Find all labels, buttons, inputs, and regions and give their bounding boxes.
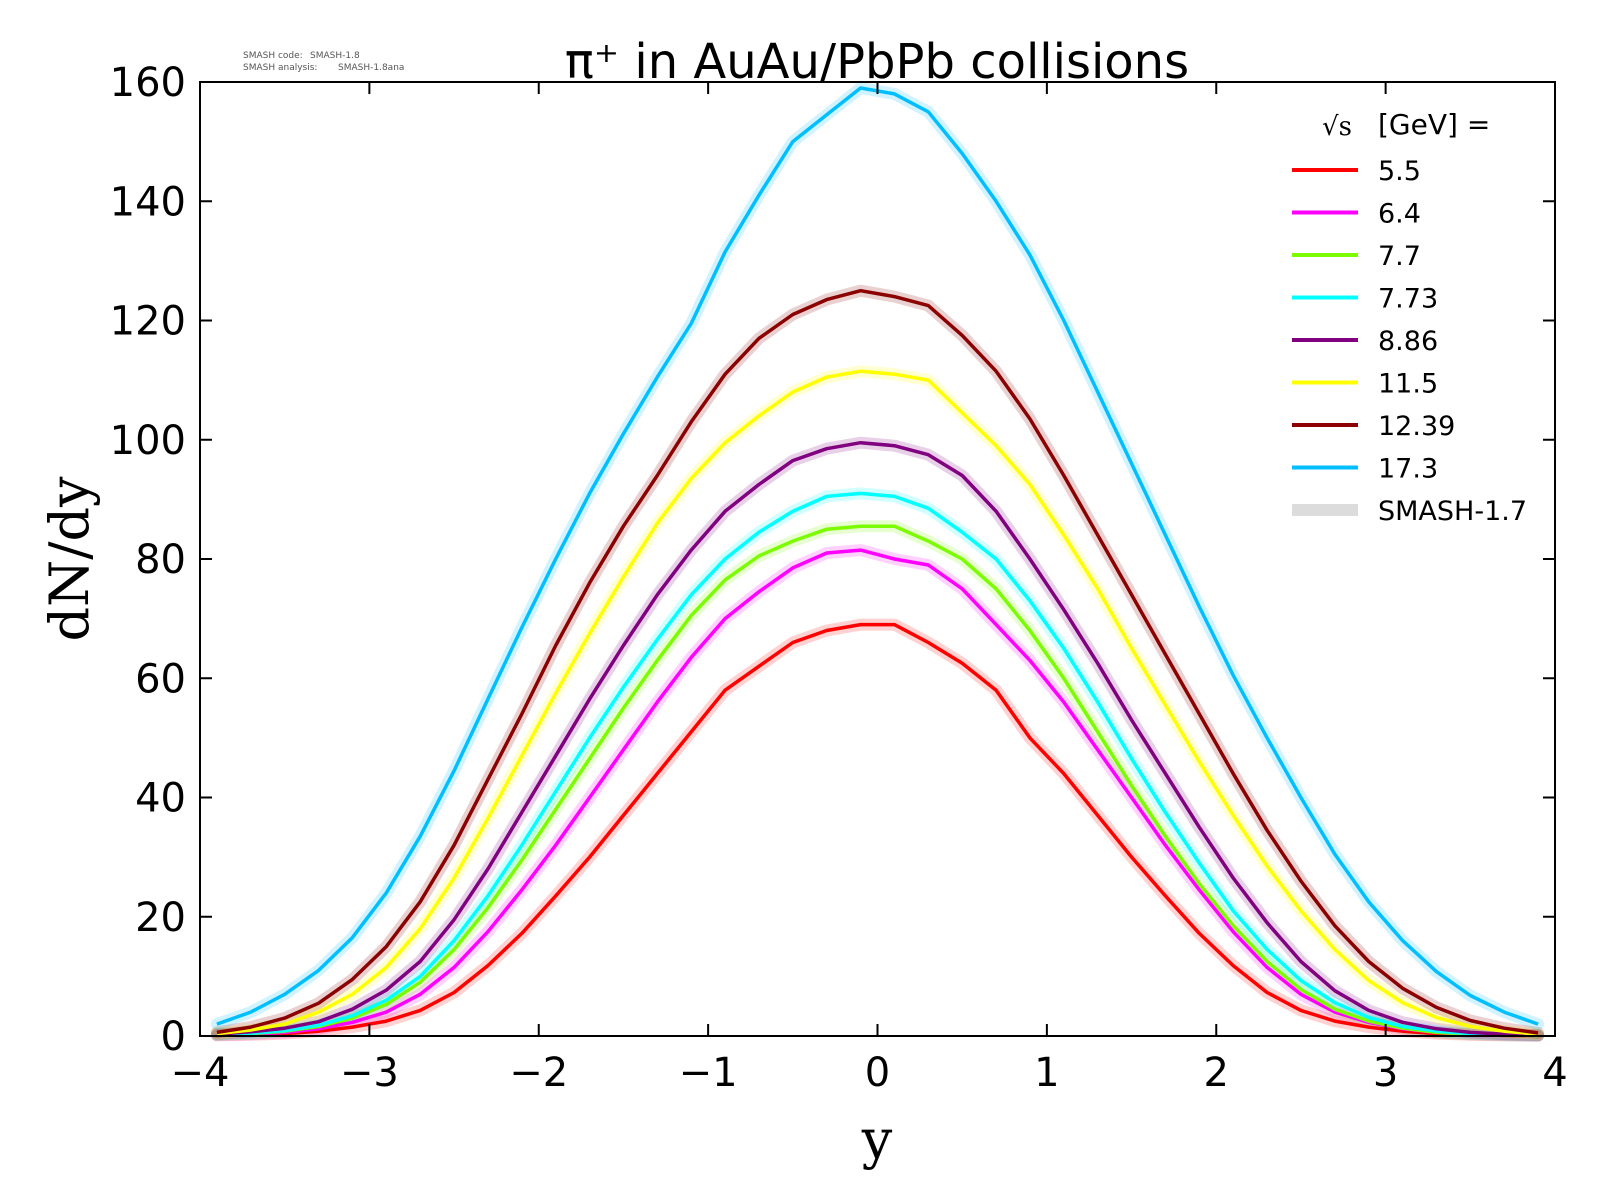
version-line2-value: SMASH-1.8ana [338,63,404,73]
x-tick-label: 1 [1034,1050,1059,1096]
x-tick-label: 2 [1204,1050,1229,1096]
y-tick-label: 80 [135,537,186,583]
y-tick-label: 140 [110,179,186,225]
series-line-5-5 [216,622,1539,1038]
x-tick-label: 0 [865,1050,890,1096]
legend-label-7-7: 7.7 [1378,241,1421,272]
y-axis-ticks: 0 20 40 60 80 100 120 140 160 [110,60,1555,1060]
legend-label-5-5: 5.5 [1378,156,1421,187]
series-line-11-5 [216,369,1539,1036]
series-line-12-39 [216,288,1539,1035]
x-tick-label: 3 [1373,1050,1398,1096]
y-axis-label: dN/dy [38,476,101,642]
reference-band-12-39 [210,284,1545,1039]
legend: √s [GeV] = 5.5 6.4 7.7 7.73 8.86 11.5 12.39 17.… [1292,108,1527,527]
y-tick-label: 60 [135,656,186,702]
version-line1-value: SMASH-1.8 [310,51,360,61]
y-tick-label: 20 [135,895,186,941]
version-line1-label: SMASH code: [243,51,303,61]
legend-label-12-39: 12.39 [1378,411,1455,442]
x-axis-ticks: −4 −3 −2 −1 0 1 2 3 4 [171,82,1568,1096]
series-lines [216,86,1539,1038]
legend-title-unit: [GeV] = [1378,108,1490,141]
x-tick-label: −3 [340,1050,399,1096]
x-tick-label: −2 [509,1050,568,1096]
y-tick-label: 0 [161,1014,186,1060]
legend-label-8-86: 8.86 [1378,326,1438,357]
legend-label-6-4: 6.4 [1378,199,1421,230]
y-tick-label: 160 [110,60,186,106]
legend-items: 5.5 6.4 7.7 7.73 8.86 11.5 12.39 17.3 SMASH-1.7 [1292,156,1527,527]
legend-label-reference: SMASH-1.7 [1378,496,1527,527]
x-axis-label: y [861,1108,893,1171]
y-tick-label: 120 [110,299,186,345]
chart-title: π⁺ in AuAu/PbPb collisions [565,34,1189,90]
x-tick-label: 4 [1542,1050,1567,1096]
series-line-8-86 [216,440,1539,1038]
y-tick-label: 40 [135,776,186,822]
reference-bands [210,82,1545,1042]
legend-label-7-73: 7.73 [1378,284,1438,315]
x-tick-label: −1 [679,1050,738,1096]
version-line2-label: SMASH analysis: [243,63,317,73]
legend-label-17-3: 17.3 [1378,454,1438,485]
y-tick-label: 100 [110,418,186,464]
series-line-7-73 [216,491,1539,1038]
legend-title-sqrt-s: √s [1322,112,1352,142]
series-line-7-7 [216,524,1539,1038]
series-line-6-4 [216,548,1539,1038]
x-tick-label: −4 [171,1050,230,1096]
legend-label-11-5: 11.5 [1378,369,1438,400]
